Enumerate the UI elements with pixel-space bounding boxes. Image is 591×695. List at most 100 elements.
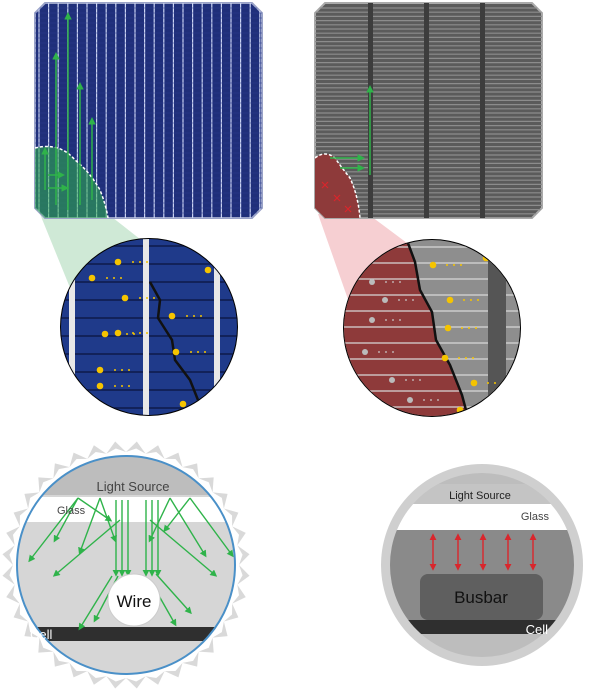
chevron — [106, 441, 126, 454]
busbar-cell — [314, 2, 543, 305]
chevron — [53, 651, 70, 667]
chevron — [53, 463, 70, 479]
chevron — [182, 651, 199, 667]
chevron — [2, 545, 15, 565]
electron-dot — [96, 366, 104, 374]
chevron — [24, 621, 40, 638]
electron-dot — [441, 354, 449, 362]
chevron — [164, 662, 183, 678]
conductive-region — [35, 145, 109, 218]
electron-dot — [470, 379, 478, 387]
chevron — [198, 637, 214, 653]
light-ray — [163, 497, 191, 533]
light-ray — [28, 497, 79, 563]
stalled-electron — [382, 297, 388, 303]
light-source-label: Light Source — [97, 479, 170, 494]
left-magnifier — [60, 238, 238, 416]
chevron — [6, 584, 20, 604]
current-arrows — [41, 12, 96, 210]
chevron — [87, 671, 107, 685]
light-ray — [77, 497, 113, 522]
chevron — [24, 492, 40, 509]
glass-label: Glass — [521, 511, 550, 523]
glass-label: Glass — [57, 505, 86, 517]
chevron — [2, 565, 15, 585]
light-ray — [189, 497, 234, 558]
wire-circle — [107, 573, 161, 627]
light-ray — [78, 575, 113, 631]
chevron — [223, 603, 239, 622]
chevron — [13, 508, 29, 527]
cell-label: Cell — [30, 627, 53, 642]
chevron — [145, 445, 165, 459]
chevron — [126, 441, 146, 454]
chevron — [164, 452, 183, 468]
busbar-line — [480, 3, 485, 218]
light-ray — [148, 497, 171, 543]
light-ray — [52, 519, 121, 577]
chevron — [69, 662, 88, 678]
chevron — [38, 477, 54, 493]
electron-dot — [204, 266, 212, 274]
chevron — [198, 477, 214, 493]
light-ray — [99, 497, 117, 543]
cell-label: Cell — [526, 622, 549, 637]
busbar-block — [420, 574, 543, 620]
electron-dot — [446, 296, 454, 304]
chevron — [38, 637, 54, 653]
light-ray — [53, 497, 79, 543]
light-ray — [78, 497, 101, 555]
electrons — [88, 258, 237, 408]
crack-line — [148, 281, 200, 401]
stalled-electron — [362, 349, 368, 355]
chevron — [223, 508, 239, 527]
electron-dot — [172, 348, 180, 356]
electrons — [362, 254, 515, 414]
wire-detail: Light Source Glass Wire Cell — [2, 441, 250, 689]
stalled-electron — [389, 377, 395, 383]
blocked-marks — [321, 181, 352, 213]
chevron — [6, 526, 20, 546]
electron-dot — [114, 329, 122, 337]
chevron — [212, 621, 228, 638]
chevron — [145, 671, 165, 685]
stalled-electron — [369, 279, 375, 285]
chevron — [232, 584, 246, 604]
disconnected-region — [315, 153, 361, 218]
chevron — [212, 492, 228, 509]
light-ray — [149, 519, 218, 577]
current-arrows — [330, 85, 374, 175]
busbar-label: Busbar — [454, 588, 508, 607]
stalled-electron — [369, 317, 375, 323]
chevron — [106, 676, 126, 689]
chevron — [237, 545, 250, 565]
chevron — [126, 676, 146, 689]
busbar-detail: Light Source Glass Busbar Cell — [381, 464, 583, 666]
electron-dot — [179, 400, 187, 408]
reflection-arrows — [429, 533, 537, 571]
light-source-label: Light Source — [449, 490, 511, 502]
electron-dot — [168, 312, 176, 320]
crack-line — [315, 153, 361, 218]
chevron — [13, 603, 29, 622]
light-ray — [155, 573, 192, 615]
chevron — [182, 463, 199, 479]
electron-dot — [121, 294, 129, 302]
crack-line — [35, 145, 109, 218]
stalled-electron — [407, 397, 413, 403]
electron-dot — [101, 330, 109, 338]
wire-label: Wire — [117, 592, 152, 611]
chevron — [87, 445, 107, 459]
electron-dot — [114, 258, 122, 266]
electron-dot — [429, 261, 437, 269]
busbar-line — [424, 3, 429, 218]
crack-line — [403, 240, 472, 416]
light-ray — [169, 497, 207, 558]
chevron-ring — [2, 441, 250, 689]
electron-dot — [96, 382, 104, 390]
electron-dot — [88, 274, 96, 282]
electron-dot — [444, 324, 452, 332]
chevron — [232, 526, 246, 546]
chevron — [69, 452, 88, 468]
